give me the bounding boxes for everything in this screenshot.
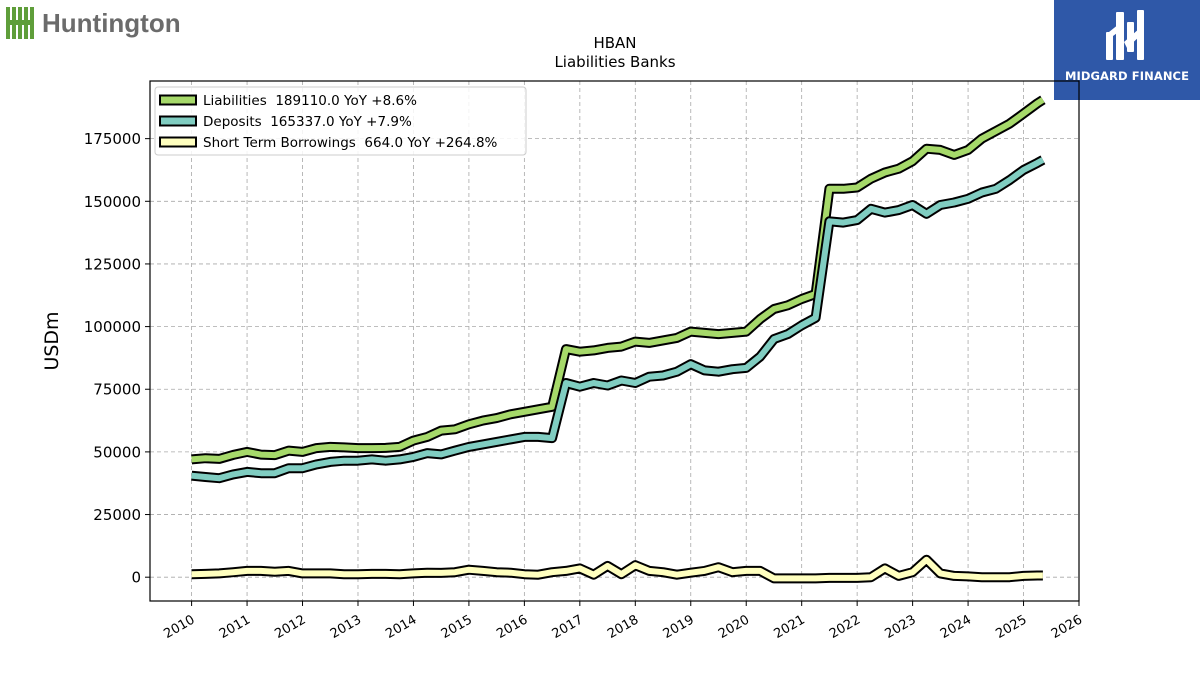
x-tick-label: 2022 [827, 612, 863, 642]
x-tick-label: 2010 [161, 612, 197, 642]
x-tick-label: 2020 [716, 612, 752, 642]
short-term-borrowings-line [191, 556, 1043, 582]
x-tick-label: 2026 [1049, 612, 1085, 642]
x-tick-label: 2011 [217, 612, 253, 642]
x-tick-label: 2014 [383, 612, 419, 642]
y-tick-label: 125000 [84, 255, 141, 273]
huntington-logo: Huntington [6, 7, 181, 39]
legend-label-short-term-borrowings: Short Term Borrowings 664.0 YoY +264.8% [203, 135, 498, 151]
x-tick-label: 2023 [882, 612, 918, 642]
midgard-logo-mark [1106, 10, 1144, 60]
x-tick-label: 2025 [993, 612, 1029, 642]
x-tick-label: 2016 [494, 612, 530, 642]
midgard-finance-logo: MIDGARD FINANCE [1054, 0, 1200, 100]
y-tick-label: 0 [131, 569, 141, 587]
x-tick-label: 2024 [938, 612, 974, 642]
midgard-wordmark: MIDGARD FINANCE [1064, 69, 1190, 83]
x-tick-label: 2019 [661, 612, 697, 642]
x-tick-label: 2018 [605, 612, 641, 642]
series-lines [191, 95, 1046, 584]
x-tick-label: 2012 [272, 612, 308, 642]
y-tick-label: 175000 [84, 130, 141, 148]
legend-swatch-liabilities [159, 94, 197, 106]
x-tick-label: 2017 [550, 612, 586, 642]
y-tick-label: 75000 [93, 381, 141, 399]
chart-title: HBAN [593, 34, 636, 52]
legend-swatch-short-term-borrowings [159, 136, 197, 148]
huntington-wordmark: Huntington [42, 8, 181, 38]
y-axis-label: USDm [41, 311, 63, 370]
y-tick-label: 100000 [84, 318, 141, 336]
x-tick-label: 2021 [772, 612, 808, 642]
x-tick-label: 2013 [328, 612, 364, 642]
y-tick-label: 50000 [93, 443, 141, 461]
legend-box [154, 86, 527, 156]
legend: Liabilities 189110.0 YoY +8.6% Deposits 1… [154, 86, 527, 156]
legend-label-liabilities: Liabilities 189110.0 YoY +8.6% [203, 93, 417, 109]
grid [150, 81, 1080, 601]
x-axis-ticks: 2010 2011 2012 2013 2014 2015 2016 2017 2018 2019… [161, 601, 1085, 642]
huntington-logo-mark [6, 7, 34, 39]
y-tick-label: 25000 [93, 506, 141, 524]
liabilities-line [191, 97, 1045, 463]
chart-subtitle: Liabilities Banks [554, 53, 675, 71]
legend-swatch-deposits [159, 115, 197, 127]
x-tick-label: 2015 [439, 612, 475, 642]
legend-label-deposits: Deposits 165337.0 YoY +7.9% [203, 114, 412, 130]
deposits-line [191, 157, 1045, 482]
y-tick-label: 150000 [84, 193, 141, 211]
y-axis-ticks: 0 25000 50000 75000 100000 125000 150000 175000 [84, 130, 150, 587]
plot-frame [149, 80, 1080, 602]
